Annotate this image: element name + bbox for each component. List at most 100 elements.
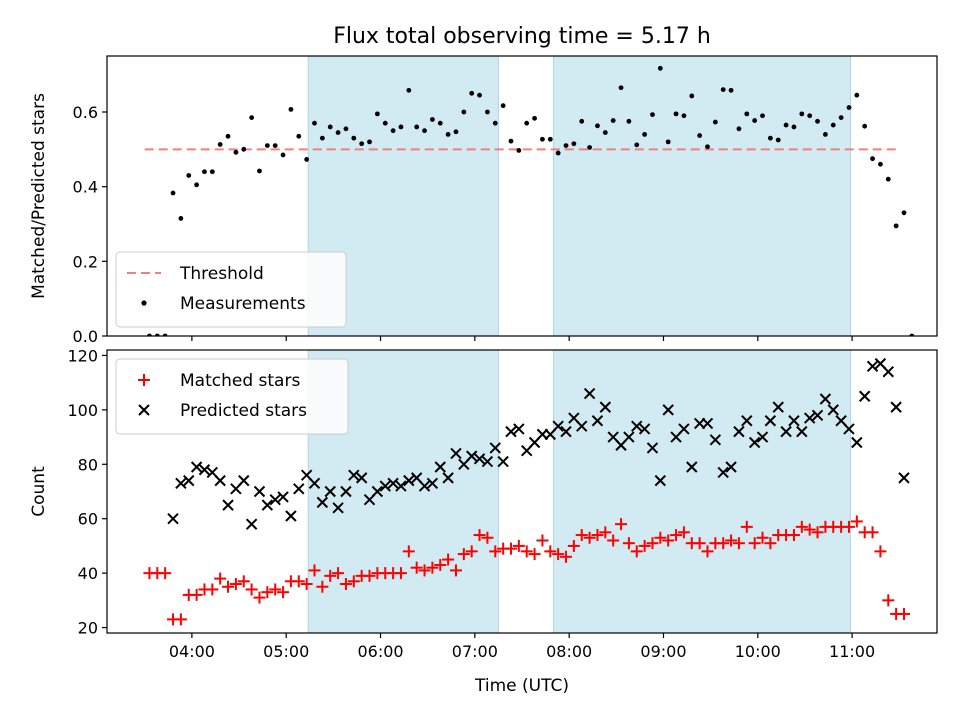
- matched-stars-point: [795, 520, 808, 533]
- predicted-stars-point: [465, 450, 478, 462]
- matched-stars-point: [442, 553, 455, 566]
- matched-stars-point: [253, 591, 266, 604]
- measurement-point: [540, 136, 545, 142]
- predicted-stars-point: [741, 415, 753, 427]
- measurement-point: [736, 126, 742, 132]
- predicted-stars-point: [843, 423, 855, 435]
- count-legend: Matched stars Predicted stars: [115, 358, 349, 435]
- predicted-stars-point: [764, 415, 777, 427]
- matched-stars-point: [701, 545, 714, 558]
- chart-title: Flux total observing time = 5.17 h: [333, 24, 711, 49]
- predicted-stars-point: [308, 477, 321, 490]
- predicted-stars-point: [631, 420, 643, 432]
- measurement-point: [862, 123, 868, 129]
- predicted-stars-point: [827, 404, 839, 416]
- matched-stars-point: [190, 588, 203, 601]
- matched-stars-point: [638, 539, 651, 552]
- legend-label: Matched stars: [180, 371, 300, 391]
- measurement-point: [634, 142, 640, 148]
- measurement-point: [815, 118, 820, 124]
- matched-stars-point: [229, 578, 242, 591]
- measurement-point: [485, 109, 490, 115]
- legend-box: [115, 251, 347, 328]
- measurement-point: [705, 144, 710, 150]
- measurement-point: [280, 152, 286, 158]
- matched-stars-point: [874, 545, 887, 558]
- measurement-point: [878, 161, 883, 167]
- measurement-point: [681, 113, 687, 119]
- matched-stars-point: [842, 520, 855, 533]
- predicted-stars-point: [379, 480, 391, 492]
- measurement-point: [728, 87, 734, 93]
- measurement-point: [500, 103, 506, 109]
- matched-stars-point: [481, 531, 494, 544]
- matched-stars-point: [693, 537, 706, 550]
- matched-stars-point: [324, 569, 337, 582]
- ratio-y-axis-label: Matched/Predicted stars: [29, 93, 49, 299]
- y-tick-label: 120: [67, 346, 98, 365]
- matched-stars-point: [748, 537, 761, 550]
- predicted-stars-point: [190, 461, 203, 473]
- count-panel: 20 40 60 80 100 120 04:00 05:00 06:00 07:00 08:00…: [29, 346, 938, 696]
- measurement-point: [846, 105, 852, 110]
- ratio-x-ticks: [191, 336, 853, 341]
- matched-stars-point: [677, 526, 690, 539]
- predicted-stars-point: [183, 474, 195, 487]
- predicted-stars-point: [316, 496, 329, 509]
- predicted-stars-point: [780, 425, 792, 438]
- y-tick-label: 20: [78, 619, 98, 638]
- legend-label: Measurements: [180, 294, 306, 314]
- measurement-point: [327, 124, 333, 130]
- matched-stars-point: [214, 572, 227, 585]
- measurement-point: [437, 120, 443, 126]
- predicted-stars-point: [552, 420, 564, 432]
- matched-stars-point: [725, 534, 738, 547]
- matched-stars-point: [418, 564, 431, 577]
- predicted-stars-point: [866, 360, 879, 373]
- measurement-point: [516, 148, 522, 153]
- matched-stars-point: [764, 537, 777, 550]
- measurement-point: [610, 118, 616, 123]
- predicted-stars-point: [269, 493, 281, 506]
- measurement-point: [445, 132, 451, 137]
- predicted-stars-point: [426, 477, 439, 490]
- measurement-point: [697, 133, 703, 138]
- measurement-point: [422, 128, 427, 134]
- y-tick-label: 0.2: [73, 252, 98, 271]
- x-tick-label: 10:00: [735, 642, 781, 661]
- measurement-point: [335, 130, 341, 135]
- measurement-point: [414, 124, 420, 130]
- ratio-shaded-intervals: [307, 55, 852, 337]
- predicted-stars-point: [285, 510, 297, 522]
- predicted-stars-point: [473, 453, 486, 465]
- measurement-point: [524, 120, 530, 126]
- predicted-stars-point: [355, 472, 368, 484]
- predicted-stars-point: [733, 425, 745, 438]
- predicted-stars-point: [748, 436, 761, 449]
- predicted-stars-point: [442, 472, 454, 484]
- x-tick-label: 11:00: [829, 642, 875, 661]
- predicted-stars-point: [489, 442, 501, 454]
- predicted-stars-point: [560, 425, 572, 438]
- matched-stars-point: [277, 586, 290, 599]
- matched-stars-point: [457, 548, 470, 561]
- measurement-point: [461, 109, 467, 115]
- matched-stars-point: [622, 537, 635, 550]
- matched-stars-point: [174, 613, 187, 626]
- matched-stars-point: [575, 529, 588, 542]
- predicted-stars-point: [709, 434, 722, 446]
- measurement-point: [343, 126, 349, 132]
- count-y-axis-label: Count: [29, 466, 49, 517]
- matched-stars-point: [339, 578, 352, 591]
- legend-entry: Threshold: [127, 264, 264, 284]
- predicted-stars-point: [882, 366, 894, 378]
- predicted-stars-point: [481, 455, 494, 468]
- predicted-stars-point: [725, 461, 737, 473]
- matched-stars-point: [662, 534, 675, 547]
- predicted-stars-point: [371, 485, 384, 498]
- measurement-point: [264, 143, 270, 149]
- matched-stars-point: [599, 526, 612, 539]
- measurement-point: [272, 143, 278, 149]
- count-points: [143, 357, 910, 626]
- matched-stars-point: [882, 594, 895, 607]
